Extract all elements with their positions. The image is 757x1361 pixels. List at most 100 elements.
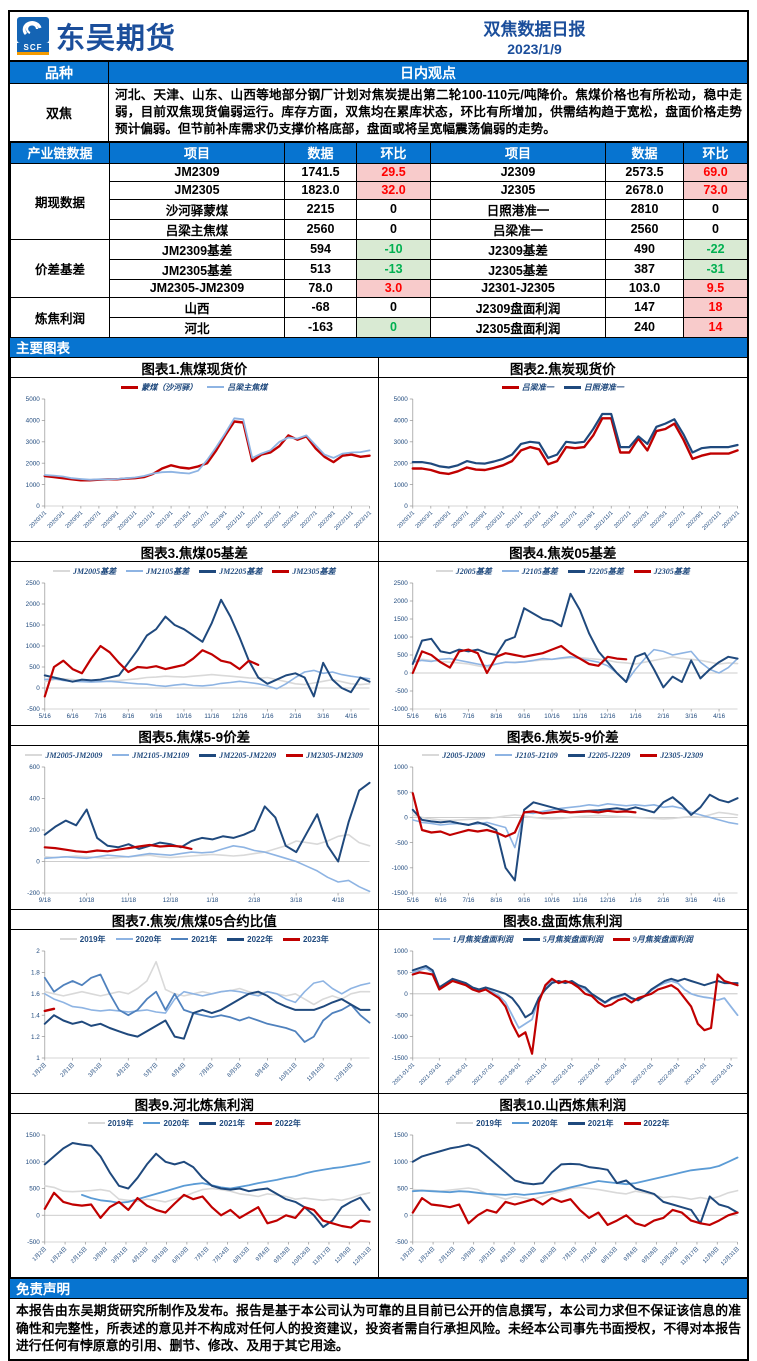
item-cell: J2309 [430, 162, 606, 182]
svg-text:2022-03-01: 2022-03-01 [577, 1062, 601, 1087]
svg-text:12月9日: 12月9日 [333, 1246, 352, 1265]
svg-text:-1500: -1500 [392, 1055, 409, 1062]
svg-text:3/16: 3/16 [685, 897, 698, 904]
svg-text:12月31日: 12月31日 [719, 1246, 741, 1268]
legend-label: 2020年 [163, 1118, 190, 1128]
chart-title: 图表6.焦炭5-9价差 [379, 726, 747, 747]
column-header: 环比 [683, 141, 748, 164]
data-cell: 513 [284, 258, 357, 280]
legend-item: 2022年 [255, 1118, 301, 1129]
report-title-block: 双焦数据日报 2023/1/9 [322, 12, 747, 60]
svg-text:2000: 2000 [394, 598, 409, 605]
legend-item: J2305基差 [633, 566, 690, 577]
legend-item: 2019年 [59, 934, 106, 945]
legend-swatch [272, 569, 290, 573]
svg-text:4月23日: 4月23日 [130, 1246, 149, 1265]
series-line [43, 598, 371, 698]
svg-text:2022/3/1: 2022/3/1 [263, 510, 283, 530]
svg-text:3月31日: 3月31日 [110, 1246, 129, 1265]
svg-text:0: 0 [404, 670, 408, 677]
svg-text:2022/11/1: 2022/11/1 [333, 510, 354, 532]
legend-item: 2019年 [87, 1118, 134, 1129]
svg-text:2020/7/1: 2020/7/1 [82, 510, 102, 530]
item-cell: J2305 [430, 180, 606, 200]
series-line [43, 990, 371, 1040]
chart-legend: 2019年 2020年 2021年 2022年 [11, 1116, 379, 1130]
series-line [411, 413, 739, 469]
svg-text:4000: 4000 [25, 418, 40, 425]
table-row: JM2305基差 513 -13 J2305基差 387 -31 [11, 258, 748, 280]
svg-text:2021/7/1: 2021/7/1 [559, 510, 579, 530]
series-line [411, 965, 739, 1019]
svg-text:2022/7/1: 2022/7/1 [299, 510, 319, 530]
legend-swatch [563, 385, 581, 389]
data-cell: -68 [284, 296, 357, 318]
item-cell: JM2305基差 [109, 258, 285, 280]
svg-text:3/16: 3/16 [317, 713, 330, 720]
series-line [43, 844, 193, 854]
svg-text:2000: 2000 [25, 461, 40, 468]
legend-item: 2022年 [227, 934, 273, 945]
svg-text:2021-05-01: 2021-05-01 [445, 1062, 469, 1087]
svg-text:0: 0 [36, 685, 40, 692]
svg-text:2/18: 2/18 [248, 897, 261, 904]
chart-panel: 图表5.焦煤5-9价差 JM2005-JM2009 JM2105-JM2109 JM2… [9, 725, 379, 911]
svg-text:1/16: 1/16 [261, 713, 274, 720]
svg-text:6月10日: 6月10日 [170, 1246, 189, 1265]
svg-text:10月11日: 10月11日 [277, 1062, 298, 1083]
company-name: 东吴期货 [56, 23, 177, 55]
change-cell: 32.0 [356, 180, 431, 200]
series-line [411, 1143, 739, 1225]
svg-text:2022/3/1: 2022/3/1 [631, 510, 651, 530]
legend-label: 2022年 [247, 934, 273, 944]
svg-text:12月9日: 12月9日 [701, 1246, 720, 1265]
chart-panel: 图表3.焦煤05基差 JM2005基差 JM2105基差 JM2205基差 JM2305… [9, 541, 379, 727]
table-row: JM2305-JM2309 78.0 3.0 J2301-J2305 103.0 9.5 [11, 278, 748, 298]
svg-text:1000: 1000 [394, 482, 409, 489]
change-cell: 0 [356, 316, 431, 338]
legend-swatch [567, 569, 585, 573]
series-line [43, 669, 370, 690]
svg-text:-1500: -1500 [392, 890, 409, 897]
series-line [411, 592, 739, 689]
series-line [43, 1007, 55, 1013]
legend-label: JM2305-JM2309 [306, 750, 364, 760]
svg-text:10/18: 10/18 [78, 897, 94, 904]
series-line [411, 811, 739, 822]
svg-text:10/16: 10/16 [544, 713, 560, 720]
report-title: 双焦数据日报 [483, 20, 586, 39]
chart-legend: J2005基差 J2105基差 J2205基差 J2305基差 [379, 564, 747, 578]
svg-text:3月9日: 3月9日 [460, 1246, 477, 1263]
svg-text:12/18: 12/18 [162, 897, 178, 904]
change-cell: 0 [356, 198, 431, 220]
item-cell: J2301-J2305 [430, 278, 606, 298]
svg-text:1000: 1000 [394, 764, 409, 771]
svg-text:0: 0 [36, 1213, 40, 1220]
change-cell: 3.0 [356, 278, 431, 298]
chart-title: 图表7.焦炭/焦煤05合约比值 [10, 910, 378, 931]
chart-canvas: -500 0 500 1000 1500 1月2日 1月24日 2月15日 3月9日 3月31日 4… [394, 1132, 741, 1268]
svg-text:2020/3/1: 2020/3/1 [415, 510, 435, 530]
legend-label: 2019年 [107, 1118, 134, 1128]
item-cell: J2305盘面利润 [430, 316, 606, 338]
industry-data-table: 产业链数据 项目 数据 环比 项目 数据 环比 期现数据 JM2309 1741.5 29.5 J2… [10, 141, 748, 338]
data-cell: 147 [605, 296, 684, 318]
legend-swatch [87, 1122, 105, 1125]
svg-text:2022/1/1: 2022/1/1 [613, 510, 633, 530]
svg-text:600: 600 [29, 764, 40, 771]
svg-text:1月24日: 1月24日 [49, 1246, 68, 1265]
legend-swatch [121, 385, 139, 389]
chart-title: 图表3.焦煤05基差 [10, 542, 378, 563]
svg-text:1.8: 1.8 [30, 970, 39, 977]
svg-text:2023/1/1: 2023/1/1 [721, 510, 741, 530]
svg-text:11月17日: 11月17日 [311, 1246, 332, 1267]
legend-swatch [640, 753, 658, 757]
svg-text:2021-07-01: 2021-07-01 [471, 1062, 495, 1087]
chart-panel: 图表7.焦炭/焦煤05合约比值 2019年 2020年 2021年 2022年 2023年… [9, 909, 379, 1095]
legend-label: J2105基差 [521, 566, 558, 576]
svg-text:0: 0 [36, 859, 40, 866]
series-line [411, 1186, 739, 1201]
table-row: 炼焦利润 山西 -68 0 J2309盘面利润 147 18 [10, 296, 748, 338]
svg-text:3月9日: 3月9日 [91, 1246, 108, 1263]
data-cell: 490 [605, 238, 684, 260]
